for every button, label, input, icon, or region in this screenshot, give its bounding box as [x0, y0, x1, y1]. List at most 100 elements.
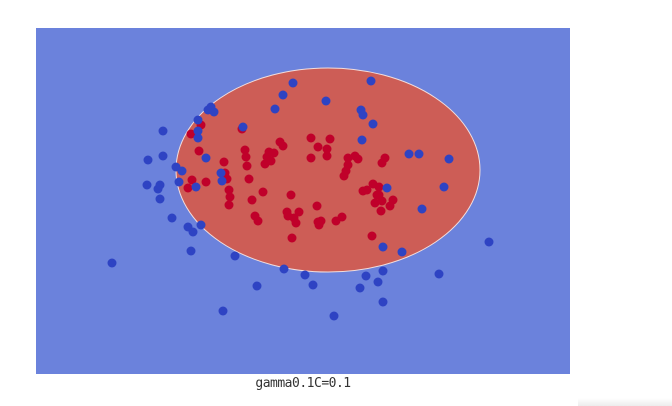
- data-point: [322, 151, 332, 161]
- data-point: [278, 90, 288, 100]
- data-point: [217, 176, 227, 186]
- data-point: [258, 187, 268, 197]
- data-point: [397, 247, 407, 257]
- series-0: [183, 120, 398, 243]
- data-point: [193, 133, 203, 143]
- data-point: [325, 134, 335, 144]
- data-point: [329, 311, 339, 321]
- data-point: [241, 152, 251, 162]
- data-point: [404, 149, 414, 159]
- data-point: [252, 281, 262, 291]
- page-edge-shadow: [578, 398, 672, 406]
- data-point: [308, 280, 318, 290]
- data-point: [278, 141, 288, 151]
- data-point: [224, 200, 234, 210]
- data-point: [187, 175, 197, 185]
- data-point: [286, 190, 296, 200]
- data-point: [142, 180, 152, 190]
- chart-caption: gamma0.1C=0.1: [255, 376, 351, 391]
- data-point: [279, 264, 289, 274]
- data-point: [186, 129, 196, 139]
- data-point: [376, 206, 386, 216]
- data-point: [177, 166, 187, 176]
- data-point: [358, 110, 368, 120]
- data-point: [361, 271, 371, 281]
- data-point: [353, 154, 363, 164]
- data-point: [158, 126, 168, 136]
- data-point: [266, 156, 276, 166]
- data-point: [244, 174, 254, 184]
- data-point: [343, 153, 353, 163]
- data-point: [417, 204, 427, 214]
- data-point: [230, 251, 240, 261]
- data-point: [201, 177, 211, 187]
- data-point: [240, 145, 250, 155]
- data-point: [355, 283, 365, 293]
- data-point: [270, 104, 280, 114]
- data-point: [321, 96, 331, 106]
- data-point: [306, 153, 316, 163]
- data-point: [155, 180, 165, 190]
- data-point: [247, 195, 257, 205]
- data-point: [219, 157, 229, 167]
- data-point: [196, 220, 206, 230]
- data-point: [439, 182, 449, 192]
- data-point: [294, 207, 304, 217]
- data-point: [188, 227, 198, 237]
- data-point: [225, 192, 235, 202]
- data-point: [382, 183, 392, 193]
- data-point: [218, 306, 228, 316]
- data-point: [434, 269, 444, 279]
- data-point: [186, 246, 196, 256]
- data-point: [288, 78, 298, 88]
- data-point: [300, 270, 310, 280]
- data-point: [224, 185, 234, 195]
- data-point: [362, 185, 372, 195]
- data-point: [370, 198, 380, 208]
- data-point: [155, 194, 165, 204]
- data-point: [143, 155, 153, 165]
- data-point: [291, 218, 301, 228]
- data-point: [287, 233, 297, 243]
- data-point: [380, 153, 390, 163]
- data-point: [337, 212, 347, 222]
- data-point: [209, 107, 219, 117]
- data-point: [193, 126, 203, 136]
- data-point: [322, 144, 332, 154]
- data-point: [216, 168, 226, 178]
- data-point: [167, 213, 177, 223]
- data-point: [174, 177, 184, 187]
- data-point: [343, 160, 353, 170]
- data-point: [183, 183, 193, 193]
- data-point: [306, 133, 316, 143]
- data-point: [374, 182, 384, 192]
- data-point: [366, 76, 376, 86]
- data-point: [253, 216, 263, 226]
- data-point: [269, 148, 279, 158]
- data-point: [312, 201, 322, 211]
- data-point: [313, 142, 323, 152]
- data-point: [414, 149, 424, 159]
- series-1: [107, 76, 494, 321]
- data-point: [194, 146, 204, 156]
- data-point: [377, 196, 387, 206]
- data-point: [357, 135, 367, 145]
- data-point: [193, 115, 203, 125]
- data-point: [367, 231, 377, 241]
- data-point: [316, 216, 326, 226]
- data-point: [444, 154, 454, 164]
- data-point: [484, 237, 494, 247]
- data-point: [158, 151, 168, 161]
- data-point: [388, 195, 398, 205]
- data-point: [378, 242, 388, 252]
- data-point: [107, 258, 117, 268]
- data-point: [373, 277, 383, 287]
- data-point: [368, 119, 378, 129]
- data-point: [201, 153, 211, 163]
- data-point: [378, 297, 388, 307]
- data-point: [378, 266, 388, 276]
- data-point: [191, 182, 201, 192]
- data-point: [238, 122, 248, 132]
